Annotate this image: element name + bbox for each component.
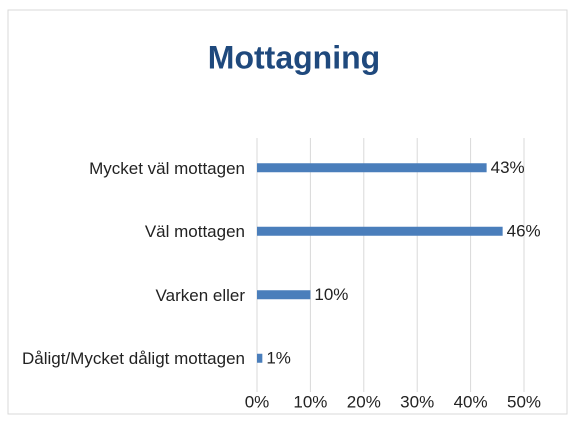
bar — [257, 163, 487, 173]
x-tick-label: 10% — [293, 392, 327, 411]
x-tick-label: 40% — [454, 392, 488, 411]
x-tick-label: 30% — [400, 392, 434, 411]
x-tick-label: 50% — [507, 392, 541, 411]
value-label: 43% — [491, 158, 525, 177]
y-tick-label: Mycket väl mottagen — [89, 158, 245, 178]
value-label: 46% — [507, 222, 541, 241]
y-tick-label: Dåligt/Mycket dåligt mottagen — [22, 349, 245, 369]
chart-border — [7, 9, 568, 415]
chart-title: Mottagning — [208, 39, 380, 75]
value-label: 1% — [266, 349, 291, 368]
value-label: 10% — [314, 285, 348, 304]
bar — [257, 226, 503, 236]
bar — [257, 290, 311, 300]
y-tick-label: Varken eller — [155, 285, 245, 305]
bar — [257, 353, 263, 363]
y-tick-label: Väl mottagen — [144, 222, 245, 242]
x-tick-label: 0% — [245, 392, 270, 411]
x-tick-label: 20% — [347, 392, 381, 411]
